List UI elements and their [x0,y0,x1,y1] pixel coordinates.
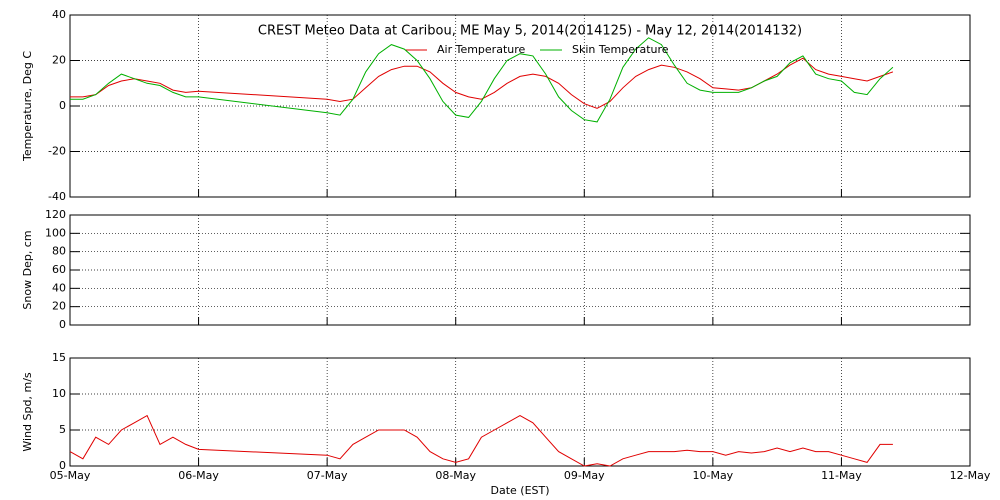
y-axis-label: Temperature, Deg C [21,51,34,162]
y-tick-label: 5 [59,423,66,436]
y-tick-label: 20 [52,54,66,67]
y-tick-label: 0 [59,459,66,472]
legend-label: Air Temperature [437,43,526,56]
y-tick-label: 40 [52,8,66,21]
plot-frame [69,357,971,467]
y-tick-label: 40 [52,281,66,294]
x-tick-label: 09-May [564,469,605,482]
x-tick-label: 06-May [178,469,219,482]
y-tick-label: 100 [45,226,66,239]
x-tick-label: 12-May [950,469,991,482]
data-line [70,37,894,123]
x-tick-label: 11-May [821,469,862,482]
y-tick-label: 20 [52,300,66,313]
y-tick-label: 60 [52,263,66,276]
data-line [70,57,894,109]
y-tick-label: 0 [59,99,66,112]
data-line [69,414,893,467]
x-tick-label: 05-May [50,469,91,482]
y-tick-label: 10 [52,387,66,400]
y-tick-label: 80 [52,245,66,258]
y-tick-label: 120 [45,208,66,221]
legend-label: Skin Temperature [572,43,669,56]
y-axis-label: Wind Spd, m/s [21,372,34,452]
y-tick-label: -20 [48,145,66,158]
x-axis-label: Date (EST) [490,484,549,497]
chart-title: CREST Meteo Data at Caribou, ME May 5, 2… [258,24,802,39]
x-tick-label: 08-May [435,469,476,482]
x-tick-label: 10-May [692,469,733,482]
y-axis-label: Snow Dep, cm [21,230,34,309]
y-tick-label: -40 [48,190,66,203]
y-tick-label: 15 [52,351,66,364]
y-tick-label: 0 [59,318,66,331]
x-tick-label: 07-May [307,469,348,482]
